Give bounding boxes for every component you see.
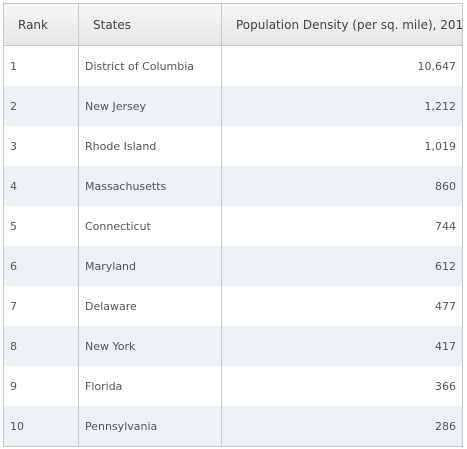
state-cell: Rhode Island — [79, 126, 222, 166]
state-cell: Pennsylvania — [79, 406, 222, 446]
table-row[interactable]: 7 Delaware 477 — [4, 286, 462, 326]
rank-cell: 10 — [4, 406, 79, 446]
state-cell: District of Columbia — [79, 46, 222, 86]
table-row[interactable]: 8 New York 417 — [4, 326, 462, 366]
density-cell: 477 — [435, 299, 456, 313]
table-row[interactable]: 2 New Jersey 1,212 — [4, 86, 462, 126]
table-row[interactable]: 5 Connecticut 744 — [4, 206, 462, 246]
rank-cell: 7 — [4, 286, 79, 326]
rank-cell: 1 — [4, 46, 79, 86]
grid-header-row: Rank States Population Density (per sq. … — [4, 4, 462, 46]
state-cell: Massachusetts — [79, 166, 222, 206]
rank-cell: 2 — [4, 86, 79, 126]
rank-cell: 8 — [4, 326, 79, 366]
rank-cell: 6 — [4, 246, 79, 286]
density-cell: 366 — [435, 379, 456, 393]
density-cell: 860 — [435, 179, 456, 193]
population-density-grid: Rank States Population Density (per sq. … — [3, 3, 463, 447]
density-cell: 744 — [435, 219, 456, 233]
density-cell: 10,647 — [417, 59, 457, 73]
state-cell: Maryland — [79, 246, 222, 286]
column-header-density[interactable]: Population Density (per sq. mile), 2014 — [236, 17, 462, 32]
rank-cell: 9 — [4, 366, 79, 406]
density-cell: 1,212 — [424, 99, 457, 113]
density-cell: 417 — [435, 339, 456, 353]
state-cell: Delaware — [79, 286, 222, 326]
column-header-rank[interactable]: Rank — [4, 4, 79, 45]
rank-cell: 3 — [4, 126, 79, 166]
rank-cell: 5 — [4, 206, 79, 246]
table-row[interactable]: 1 District of Columbia 10,647 — [4, 46, 462, 86]
table-row[interactable]: 10 Pennsylvania 286 — [4, 406, 462, 446]
density-cell: 286 — [435, 419, 456, 433]
density-cell: 612 — [435, 259, 456, 273]
state-cell: Florida — [79, 366, 222, 406]
table-row[interactable]: 3 Rhode Island 1,019 — [4, 126, 462, 166]
state-cell: Connecticut — [79, 206, 222, 246]
table-row[interactable]: 9 Florida 366 — [4, 366, 462, 406]
state-cell: New York — [79, 326, 222, 366]
density-cell: 1,019 — [424, 139, 457, 153]
rank-cell: 4 — [4, 166, 79, 206]
table-row[interactable]: 4 Massachusetts 860 — [4, 166, 462, 206]
table-row[interactable]: 6 Maryland 612 — [4, 246, 462, 286]
state-cell: New Jersey — [79, 86, 222, 126]
column-header-states[interactable]: States — [79, 4, 222, 45]
